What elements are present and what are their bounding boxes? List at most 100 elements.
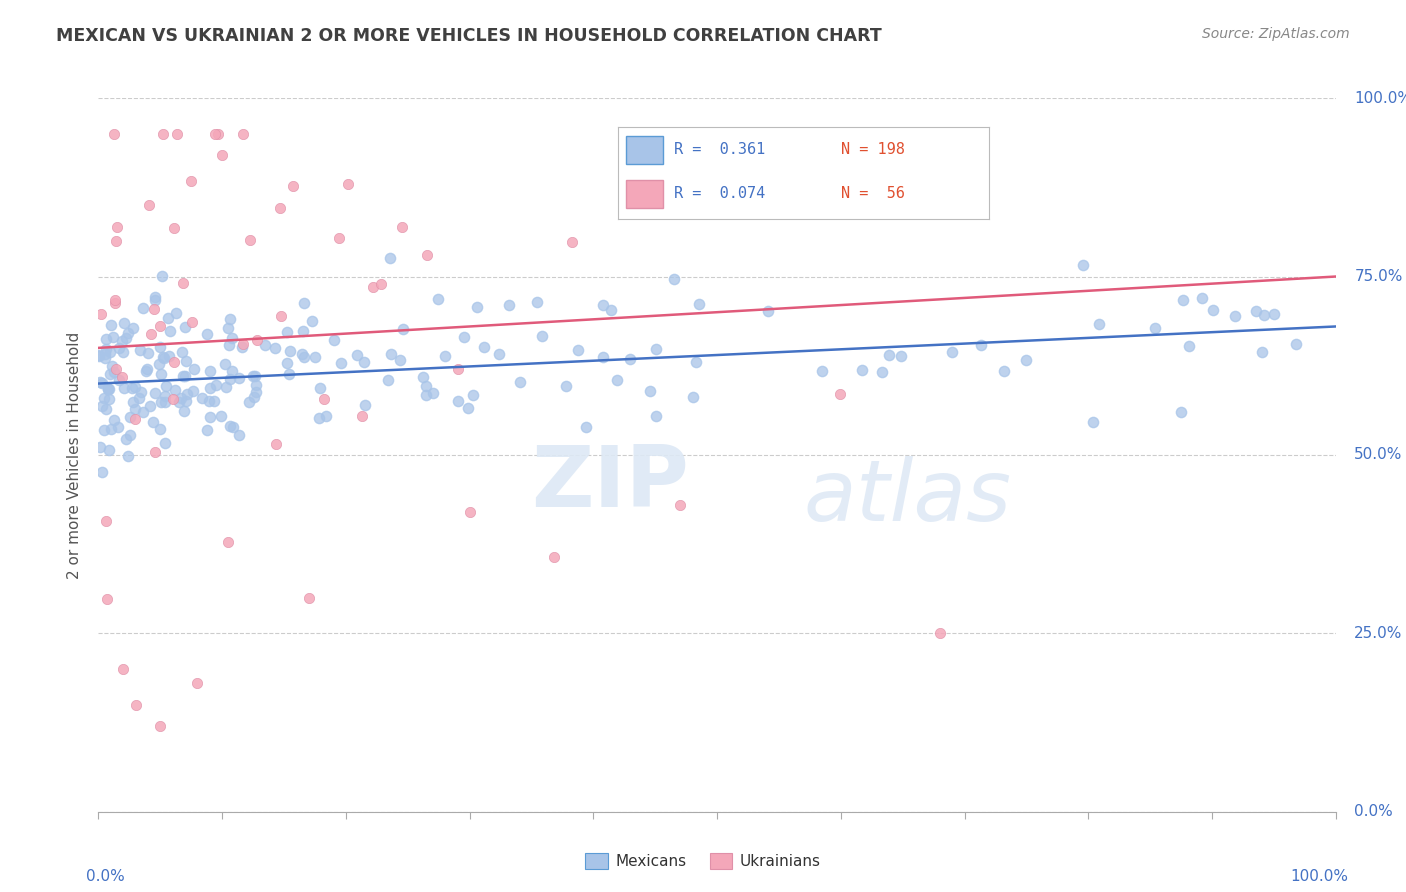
Point <box>169 395 191 409</box>
Point <box>243 391 266 405</box>
Point <box>291 324 314 338</box>
Point <box>204 127 226 141</box>
Text: 0.0%: 0.0% <box>86 869 125 884</box>
Point <box>176 387 198 401</box>
Point <box>105 234 128 248</box>
Point <box>1088 317 1111 331</box>
Point <box>278 343 301 358</box>
Point <box>232 336 254 351</box>
Point <box>328 230 350 244</box>
Point <box>89 440 111 454</box>
Point <box>143 385 166 400</box>
Point <box>93 391 115 405</box>
Point <box>298 591 321 605</box>
Point <box>472 340 495 354</box>
Point <box>308 381 330 395</box>
Point <box>118 428 141 442</box>
Point <box>412 370 434 384</box>
Point <box>115 432 138 446</box>
Point <box>1285 337 1308 351</box>
Point <box>315 409 337 424</box>
Point <box>115 331 138 345</box>
Point <box>555 378 578 392</box>
Point <box>969 338 991 352</box>
Point <box>263 341 285 355</box>
Point <box>180 315 202 329</box>
Point <box>149 319 172 334</box>
Point <box>269 201 291 215</box>
Point <box>174 394 197 409</box>
Point <box>124 698 146 712</box>
Point <box>195 327 218 342</box>
Point <box>292 350 315 364</box>
Point <box>155 394 177 409</box>
Point <box>163 355 186 369</box>
Point <box>150 269 173 284</box>
Point <box>1191 291 1213 305</box>
Point <box>304 351 326 365</box>
Point <box>301 314 323 328</box>
Point <box>90 399 112 413</box>
Point <box>104 293 127 307</box>
Point <box>215 380 238 394</box>
Point <box>94 347 117 361</box>
Point <box>828 387 851 401</box>
Point <box>246 334 269 348</box>
Text: 25.0%: 25.0% <box>1354 626 1403 640</box>
Point <box>682 391 704 405</box>
Point <box>278 367 301 381</box>
Point <box>290 347 312 361</box>
Text: 75.0%: 75.0% <box>1354 269 1403 284</box>
Point <box>264 437 287 451</box>
Point <box>662 272 685 286</box>
Point <box>124 401 146 416</box>
Point <box>149 719 172 733</box>
Point <box>228 371 250 385</box>
Point <box>389 353 412 368</box>
Point <box>353 355 375 369</box>
Point <box>416 248 439 262</box>
Point <box>1071 258 1094 272</box>
Text: 100.0%: 100.0% <box>1291 869 1348 884</box>
Point <box>174 353 197 368</box>
Point <box>531 328 554 343</box>
Point <box>163 384 186 398</box>
Legend: Mexicans, Ukrainians: Mexicans, Ukrainians <box>579 847 827 875</box>
Point <box>1178 338 1201 352</box>
Point <box>218 311 240 326</box>
Point <box>638 384 661 398</box>
Point <box>276 357 298 371</box>
Point <box>89 375 111 389</box>
Point <box>281 179 304 194</box>
Point <box>619 352 641 367</box>
Point <box>242 368 264 383</box>
Point <box>238 394 260 409</box>
Point <box>851 363 873 377</box>
Point <box>98 345 121 359</box>
Point <box>543 549 565 564</box>
Point <box>391 220 413 235</box>
Point <box>415 387 437 401</box>
Point <box>270 309 292 323</box>
Point <box>685 355 707 369</box>
Text: Source: ZipAtlas.com: Source: ZipAtlas.com <box>1202 27 1350 41</box>
Point <box>132 301 155 316</box>
Point <box>181 384 204 399</box>
Point <box>139 326 162 341</box>
Point <box>353 399 375 413</box>
Point <box>191 391 214 405</box>
Point <box>198 364 221 378</box>
Point <box>111 334 134 349</box>
Point <box>350 409 373 423</box>
Point <box>669 498 692 512</box>
Point <box>238 233 260 247</box>
Point <box>422 386 444 401</box>
Point <box>207 127 229 141</box>
Point <box>128 392 150 406</box>
Point <box>688 297 710 311</box>
Point <box>101 329 124 343</box>
Point <box>1251 345 1274 359</box>
Point <box>149 422 172 436</box>
Point <box>433 349 456 363</box>
Point <box>152 351 174 365</box>
